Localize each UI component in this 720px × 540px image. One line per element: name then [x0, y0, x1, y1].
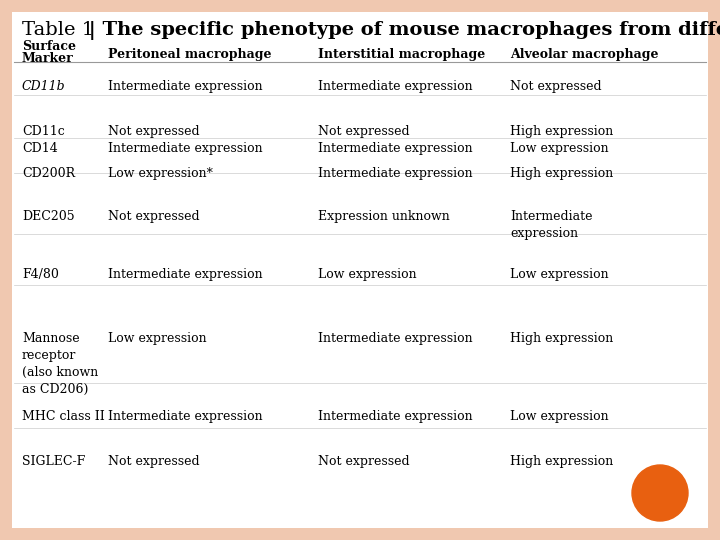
Text: Not expressed
Intermediate expression: Not expressed Intermediate expression — [108, 125, 263, 155]
Text: Intermediate expression: Intermediate expression — [318, 167, 472, 180]
Text: F4/80: F4/80 — [22, 268, 59, 281]
Text: Intermediate
expression: Intermediate expression — [510, 210, 593, 240]
Text: Intermediate expression: Intermediate expression — [318, 332, 472, 345]
Text: Surface: Surface — [22, 40, 76, 53]
Text: Not expressed: Not expressed — [108, 455, 199, 468]
Text: CD11b: CD11b — [22, 80, 66, 93]
Text: Low expression: Low expression — [510, 410, 608, 423]
Text: Intermediate expression: Intermediate expression — [108, 268, 263, 281]
Text: CD200R: CD200R — [22, 167, 75, 180]
Text: | The specific phenotype of mouse macrophages from different sites: | The specific phenotype of mouse macrop… — [82, 21, 720, 40]
Text: Alveolar macrophage: Alveolar macrophage — [510, 48, 659, 61]
Text: Peritoneal macrophage: Peritoneal macrophage — [108, 48, 271, 61]
Text: Interstitial macrophage: Interstitial macrophage — [318, 48, 485, 61]
Text: High expression: High expression — [510, 167, 613, 180]
Text: Not expressed: Not expressed — [318, 455, 410, 468]
Text: Not expressed: Not expressed — [108, 210, 199, 223]
Text: Intermediate expression: Intermediate expression — [318, 410, 472, 423]
Text: High expression
Low expression: High expression Low expression — [510, 125, 613, 155]
Text: High expression: High expression — [510, 332, 613, 345]
Text: Low expression: Low expression — [510, 268, 608, 281]
Text: Low expression: Low expression — [108, 332, 207, 345]
FancyBboxPatch shape — [12, 12, 708, 528]
Circle shape — [632, 465, 688, 521]
Text: Table 1: Table 1 — [22, 21, 94, 39]
Text: Not expressed
Intermediate expression: Not expressed Intermediate expression — [318, 125, 472, 155]
Text: Low expression*: Low expression* — [108, 167, 213, 180]
Text: Intermediate expression: Intermediate expression — [108, 410, 263, 423]
Text: MHC class II: MHC class II — [22, 410, 104, 423]
Text: Low expression: Low expression — [318, 268, 417, 281]
Text: Not expressed: Not expressed — [510, 80, 602, 93]
Text: Intermediate expression: Intermediate expression — [318, 80, 472, 93]
Text: SIGLEC-F: SIGLEC-F — [22, 455, 85, 468]
Text: Intermediate expression: Intermediate expression — [108, 80, 263, 93]
Text: Expression unknown: Expression unknown — [318, 210, 450, 223]
Text: Marker: Marker — [22, 52, 73, 65]
Text: CD11c
CD14: CD11c CD14 — [22, 125, 65, 155]
Text: DEC205: DEC205 — [22, 210, 75, 223]
Text: High expression: High expression — [510, 455, 613, 468]
Text: Mannose
receptor
(also known
as CD206): Mannose receptor (also known as CD206) — [22, 332, 98, 396]
